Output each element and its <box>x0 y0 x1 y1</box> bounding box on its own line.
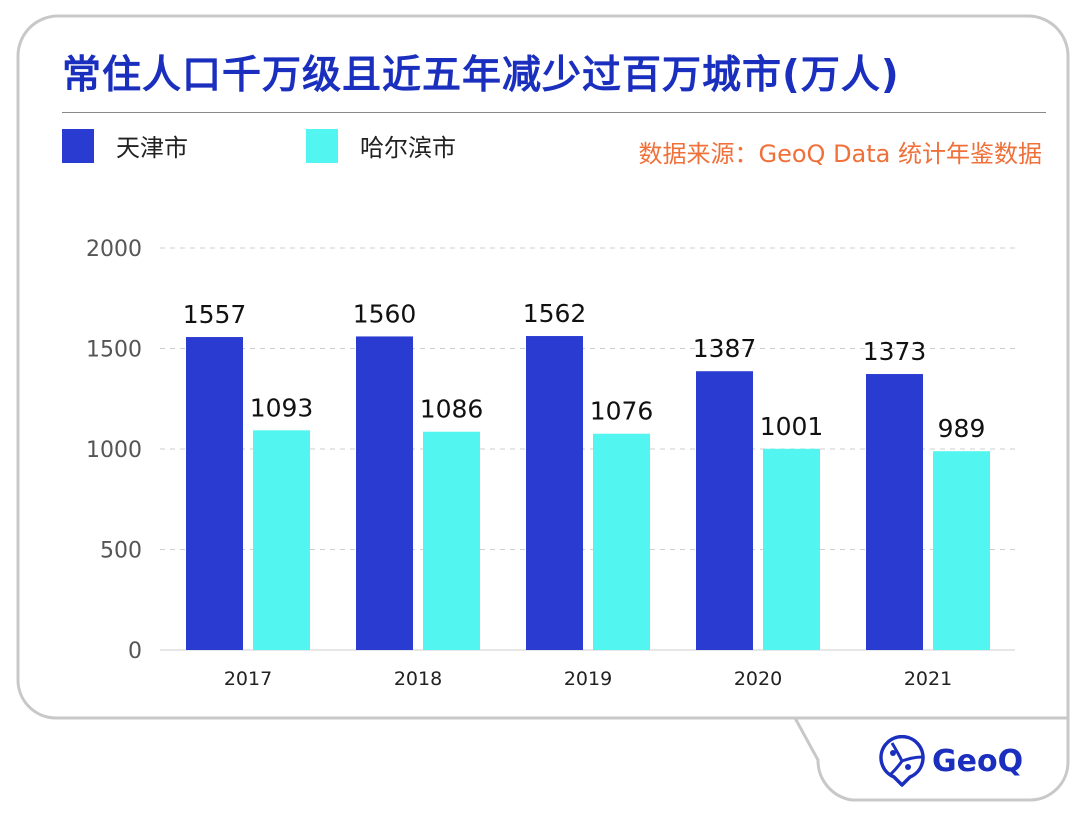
bar <box>186 337 243 650</box>
bar <box>526 336 583 650</box>
y-tick-label: 1000 <box>86 438 142 463</box>
geoq-logo: GeoQ <box>878 735 1023 787</box>
data-label: 1001 <box>760 412 824 441</box>
y-tick-label: 2000 <box>86 237 142 262</box>
bar <box>253 430 310 650</box>
data-label: 1076 <box>590 397 654 426</box>
data-label: 1560 <box>353 299 417 328</box>
legend-swatch <box>306 128 338 163</box>
x-tick-label: 2019 <box>564 668 612 690</box>
x-tick-label: 2020 <box>734 668 782 690</box>
x-tick-label: 2017 <box>224 668 272 690</box>
bar-chart: 0 500 1000 1500 2000 1557 1093 2017 1560 1086 2018… <box>86 237 1015 690</box>
data-source: 数据来源：GeoQ Data 统计年鉴数据 <box>638 140 1043 168</box>
data-label: 1562 <box>523 299 587 328</box>
data-label: 1373 <box>863 337 927 366</box>
bar <box>696 371 753 650</box>
data-label: 1086 <box>420 395 484 424</box>
bar <box>423 431 480 650</box>
bar <box>866 374 923 650</box>
bar <box>933 451 990 650</box>
y-tick-label: 500 <box>100 539 142 564</box>
legend-item-tianjin: 天津市 <box>62 128 188 163</box>
legend-swatch <box>62 128 94 163</box>
x-tick-label: 2018 <box>394 668 442 690</box>
bar <box>356 336 413 650</box>
bar <box>593 433 650 650</box>
x-tick-label: 2021 <box>904 668 952 690</box>
bar <box>763 448 820 650</box>
legend-item-harbin: 哈尔滨市 <box>306 128 456 163</box>
y-tick-label: 1500 <box>86 338 142 363</box>
legend-label: 天津市 <box>116 134 188 162</box>
page-title: 常住人口千万级且近五年减少过百万城市(万人) <box>62 53 900 98</box>
legend-label: 哈尔滨市 <box>360 134 456 162</box>
data-label: 989 <box>938 414 986 443</box>
geoq-pin-icon <box>879 735 925 787</box>
y-tick-label: 0 <box>128 639 142 664</box>
data-label: 1093 <box>250 393 314 422</box>
divider <box>62 112 1046 113</box>
data-label: 1387 <box>693 334 757 363</box>
data-label: 1557 <box>183 300 247 329</box>
